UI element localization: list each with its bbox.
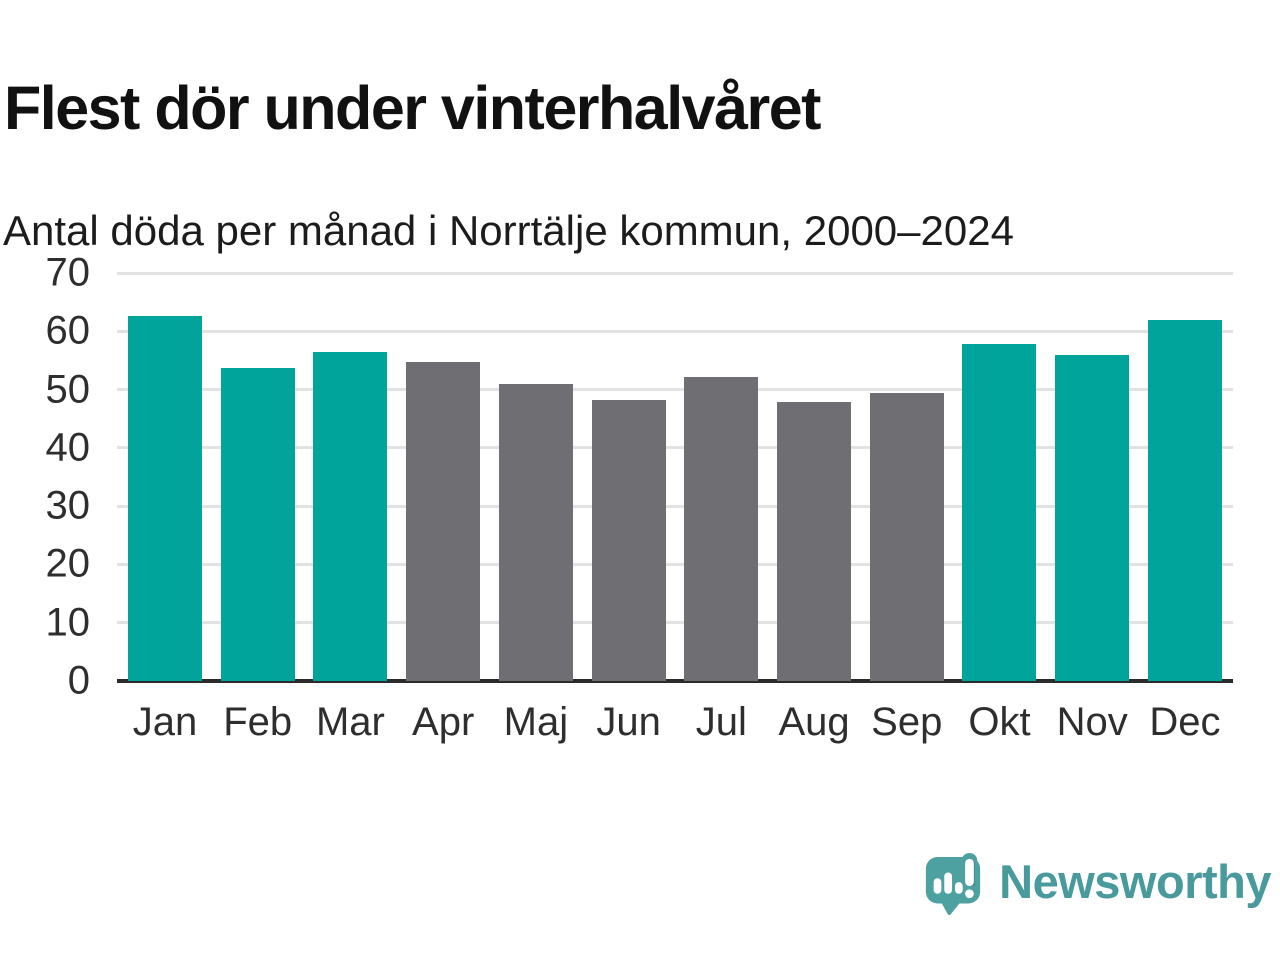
bar-mar (313, 351, 388, 681)
bar-chart: 0 10 20 30 40 50 60 70 (0, 251, 1233, 703)
y-tick-label: 10 (45, 600, 91, 645)
x-tick-label-jul: Jul (695, 700, 747, 744)
bar-series (117, 273, 1233, 681)
gridline-40 (117, 446, 1233, 450)
bar-dec (1147, 319, 1222, 681)
x-tick-label-mar: Mar (315, 700, 385, 744)
bar-apr (406, 361, 481, 681)
x-tick-label-aug: Aug (778, 700, 850, 744)
gridline-20 (117, 562, 1233, 566)
bar-jul (684, 376, 759, 681)
gridline-50 (117, 388, 1233, 392)
bar-maj (498, 384, 573, 681)
y-tick-label: 40 (45, 425, 91, 470)
bar-feb (220, 368, 295, 681)
newsworthy-wordmark: Newsworthy (999, 855, 1271, 908)
x-tick-label-nov: Nov (1056, 700, 1128, 744)
chart-subtitle: Antal döda per månad i Norrtälje kommun,… (3, 207, 1014, 254)
bar-jun (591, 400, 666, 681)
newsworthy-speech-bubble-chart-icon (922, 853, 984, 924)
bar-nov (1055, 355, 1130, 681)
plot-area (117, 271, 1233, 683)
y-tick-label: 20 (45, 541, 91, 586)
x-axis: Jan Feb Mar Apr Maj Jun Jul Aug Sep Okt Nov Dec (117, 700, 1233, 745)
y-tick-label: 70 (45, 250, 91, 295)
y-axis: 0 10 20 30 40 50 60 70 (0, 251, 91, 703)
y-tick-label: 30 (45, 483, 91, 528)
x-axis-line (117, 679, 1233, 683)
y-tick-label: 0 (67, 658, 90, 703)
bar-okt (962, 344, 1037, 681)
x-tick-label-jan: Jan (132, 700, 198, 744)
x-tick-label-okt: Okt (968, 700, 1031, 744)
x-tick-label-apr: Apr (412, 700, 475, 744)
x-tick-label-maj: Maj (503, 700, 569, 744)
x-tick-label-dec: Dec (1149, 700, 1221, 744)
x-tick-label-feb: Feb (223, 700, 293, 744)
x-tick-label-jun: Jun (596, 700, 661, 744)
bar-aug (777, 402, 852, 681)
x-tick-label-sep: Sep (871, 700, 943, 744)
gridline-60 (117, 329, 1233, 333)
chart-title: Flest dör under vinterhalvåret (4, 73, 822, 142)
bar-jan (128, 316, 202, 681)
gridline-30 (117, 504, 1233, 508)
gridline-10 (117, 621, 1233, 625)
gridline-70 (117, 271, 1233, 275)
y-tick-label: 50 (45, 367, 91, 412)
bar-sep (869, 392, 944, 681)
y-tick-label: 60 (45, 308, 91, 353)
newsworthy-logo: Newsworthy (922, 853, 1271, 924)
